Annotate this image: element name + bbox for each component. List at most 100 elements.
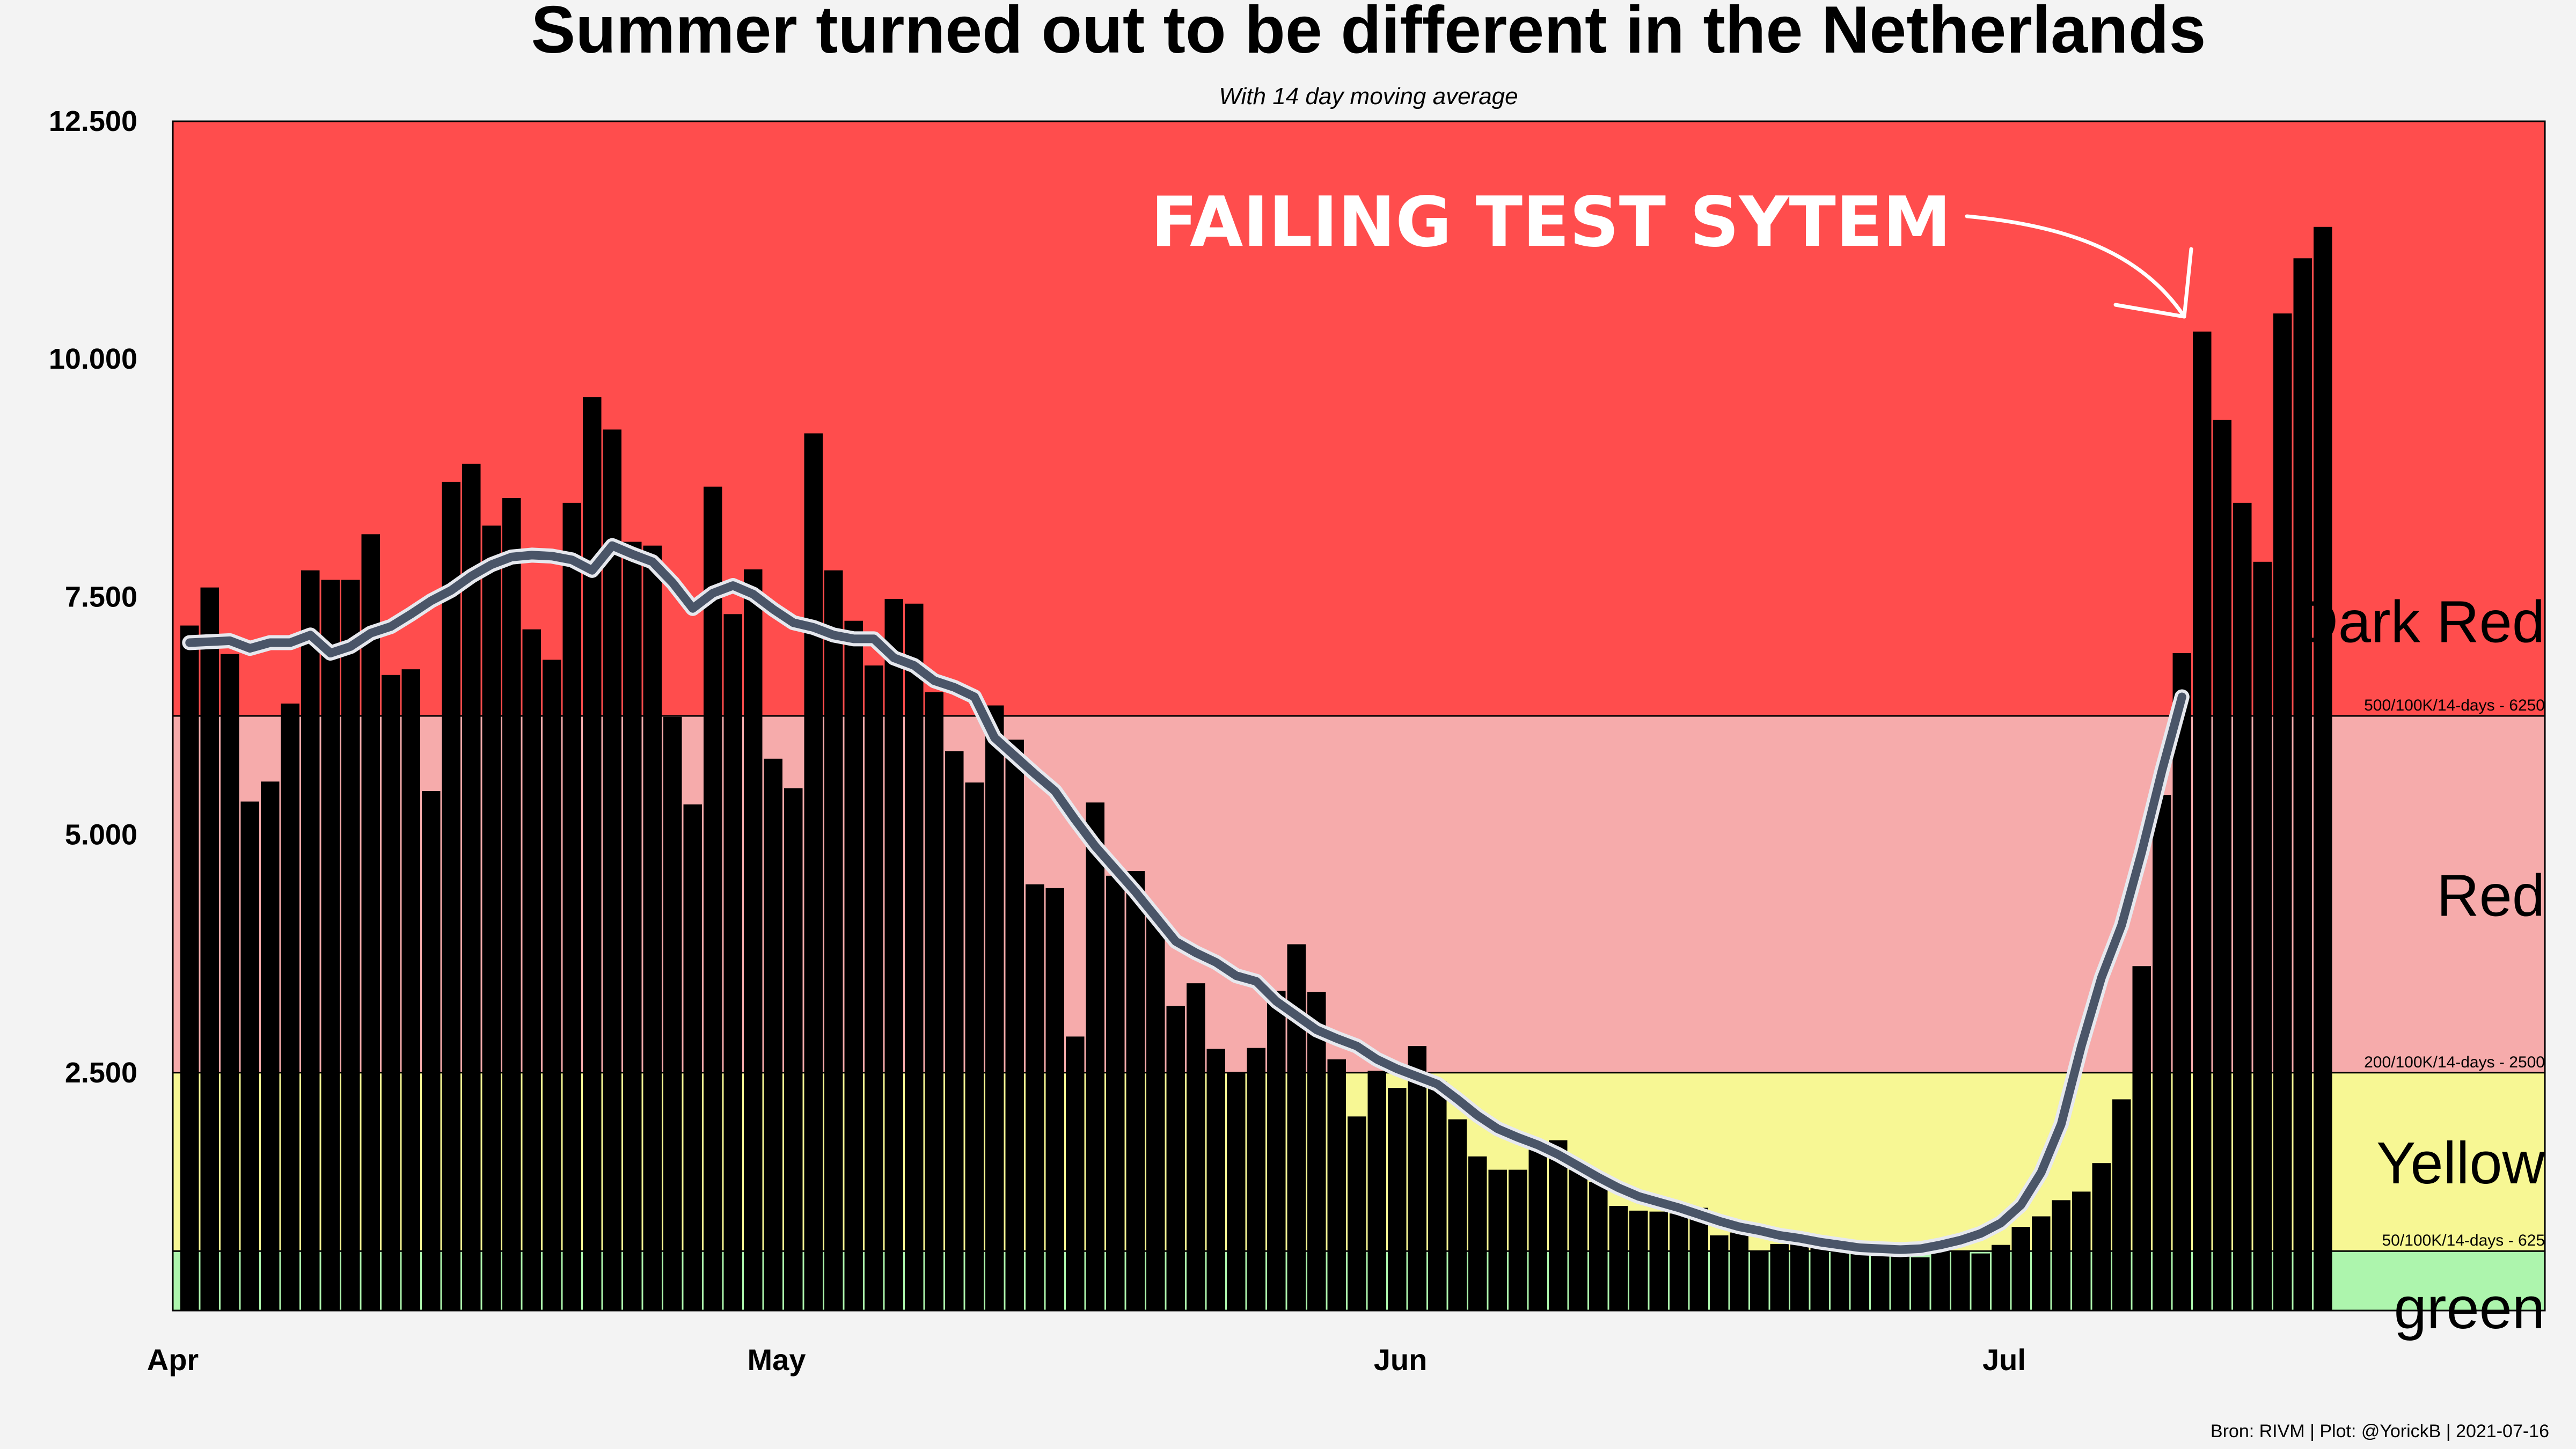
bar <box>2233 502 2252 1311</box>
bar <box>321 580 340 1311</box>
bar <box>2132 966 2151 1311</box>
chart-subtitle: With 14 day moving average <box>1219 83 1518 109</box>
bar <box>1992 1245 2010 1311</box>
bar <box>543 660 561 1311</box>
bar <box>1488 1169 1507 1311</box>
bar <box>1710 1235 1729 1311</box>
bar <box>824 570 843 1311</box>
bar <box>1367 1071 1386 1311</box>
bar <box>1066 1036 1085 1311</box>
bar <box>401 669 420 1311</box>
bar <box>1589 1182 1608 1311</box>
bar <box>502 498 521 1311</box>
bar <box>2172 653 2191 1311</box>
bar <box>643 545 662 1311</box>
plot-frame <box>172 120 2546 1312</box>
bar <box>884 598 903 1311</box>
x-axis: Apr May Jun Jul <box>147 1343 2026 1377</box>
bar <box>1609 1205 1628 1311</box>
chart-title: Summer turned out to be different in the… <box>531 0 2206 67</box>
bar <box>1307 992 1326 1311</box>
bar <box>2213 420 2231 1311</box>
moving-average-layer <box>182 538 2190 1257</box>
bar <box>764 758 782 1311</box>
bar <box>1931 1249 1950 1311</box>
bar <box>663 716 682 1311</box>
bar <box>1026 884 1044 1311</box>
bar <box>562 502 581 1311</box>
bar <box>1005 740 1024 1311</box>
bar <box>2193 331 2212 1311</box>
bars-layer <box>180 226 2332 1311</box>
x-tick-label: May <box>748 1343 806 1377</box>
threshold-label: 500/100K/14-days - 6250 <box>2364 697 2545 714</box>
bar <box>200 587 219 1311</box>
bar <box>925 692 943 1311</box>
bar <box>1689 1208 1708 1311</box>
y-tick-label: 2.500 <box>65 1057 137 1089</box>
bar <box>1649 1211 1668 1311</box>
bar <box>1106 875 1125 1311</box>
bar <box>422 791 441 1311</box>
y-tick-label: 10.000 <box>49 343 137 375</box>
bar <box>1509 1169 1527 1311</box>
bar <box>1850 1246 1869 1311</box>
bar <box>522 629 541 1311</box>
bar <box>2011 1226 2030 1311</box>
annotation-arrow-shaft <box>1965 214 2186 319</box>
bar <box>1267 991 1286 1311</box>
bar <box>341 580 360 1311</box>
bar <box>1549 1140 1568 1311</box>
bar <box>2153 795 2171 1311</box>
bar <box>1408 1046 1426 1311</box>
bar <box>1428 1081 1447 1311</box>
frame-layer <box>172 120 2546 1312</box>
zone-label: Dark Red <box>2295 589 2545 655</box>
bar <box>2253 561 2272 1311</box>
annotation-arrow-head <box>2113 247 2193 319</box>
bar <box>1227 1072 1246 1311</box>
bar <box>1327 1059 1346 1311</box>
bar <box>1287 944 1306 1311</box>
bar <box>1629 1210 1648 1311</box>
bar <box>1166 1006 1185 1311</box>
zone-label: Red <box>2436 862 2545 928</box>
bar <box>744 569 763 1311</box>
bar <box>1871 1246 1890 1311</box>
bar <box>1951 1252 1970 1311</box>
bar <box>1790 1243 1809 1311</box>
bar <box>1670 1213 1688 1311</box>
bar <box>603 429 621 1311</box>
bar <box>281 703 299 1311</box>
y-axis: 2.500 5.000 7.500 10.000 12.500 <box>49 105 137 1089</box>
zone-label: Yellow <box>2376 1130 2545 1196</box>
bar <box>1730 1232 1748 1311</box>
bar <box>1187 983 1205 1311</box>
x-tick-label: Apr <box>147 1343 199 1377</box>
bar <box>301 570 320 1311</box>
zone-label: green <box>2394 1275 2545 1341</box>
threshold-labels: 50/100K/14-days - 625 200/100K/14-days - … <box>2364 697 2545 1249</box>
bar <box>2092 1163 2111 1311</box>
bar <box>844 620 863 1311</box>
bar <box>1448 1119 1467 1311</box>
bar <box>865 665 883 1311</box>
bar <box>482 525 501 1311</box>
bar <box>945 751 964 1311</box>
bar <box>1146 916 1165 1311</box>
bar <box>240 801 259 1311</box>
bar <box>1348 1116 1366 1311</box>
bar <box>804 433 823 1311</box>
bar <box>1911 1257 1930 1311</box>
bar <box>1206 1049 1225 1311</box>
bar <box>442 481 460 1311</box>
bar <box>261 781 280 1311</box>
bar <box>1810 1246 1829 1311</box>
bar <box>2112 1099 2131 1311</box>
bar <box>965 782 984 1311</box>
x-tick-label: Jul <box>1982 1343 2026 1377</box>
bar <box>784 788 803 1311</box>
bar <box>2032 1216 2051 1311</box>
source-note: Bron: RIVM | Plot: @YorickB | 2021-07-16 <box>2211 1421 2549 1441</box>
